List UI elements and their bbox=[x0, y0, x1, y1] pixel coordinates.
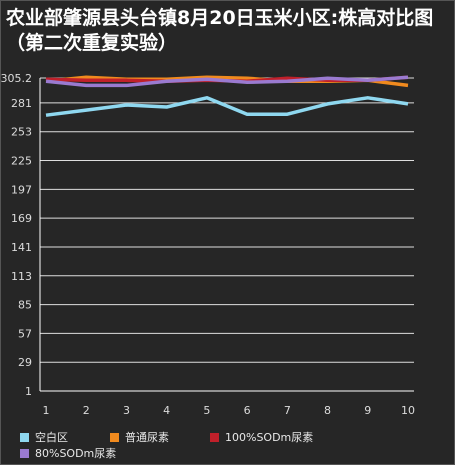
legend-item-2: 100%SODm尿素 bbox=[210, 430, 313, 445]
x-tick-label-6: 7 bbox=[284, 404, 291, 417]
legend-item-3: 80%SODm尿素 bbox=[20, 446, 116, 461]
x-tick-label-9: 10 bbox=[401, 404, 415, 417]
y-tick-label-11: 305.2 bbox=[1, 72, 33, 85]
legend-label-2: 100%SODm尿素 bbox=[225, 431, 314, 444]
legend-swatch-0 bbox=[20, 432, 29, 442]
legend-swatch-3 bbox=[20, 448, 29, 458]
series-line-3 bbox=[45, 75, 409, 88]
x-tick-label-0: 1 bbox=[43, 404, 50, 417]
y-tick-label-5: 141 bbox=[11, 241, 32, 254]
x-tick-label-7: 8 bbox=[324, 404, 331, 417]
x-tick-label-4: 5 bbox=[203, 404, 210, 417]
legend-item-0: 空白区 bbox=[20, 430, 68, 445]
y-tick-label-7: 197 bbox=[11, 183, 32, 196]
y-tick-label-6: 169 bbox=[11, 212, 32, 225]
legend-label-1: 普通尿素 bbox=[125, 431, 169, 444]
y-tick-label-4: 113 bbox=[11, 270, 32, 283]
series-line-0 bbox=[45, 96, 409, 117]
x-tick-label-5: 6 bbox=[244, 404, 251, 417]
legend-label-0: 空白区 bbox=[35, 431, 68, 444]
y-tick-label-10: 281 bbox=[11, 97, 32, 110]
y-tick-label-3: 85 bbox=[18, 299, 32, 312]
y-tick-label-1: 29 bbox=[18, 356, 32, 369]
legend-item-1: 普通尿素 bbox=[110, 430, 169, 445]
legend-swatch-2 bbox=[210, 432, 219, 442]
y-tick-label-2: 57 bbox=[18, 327, 32, 340]
legend-label-3: 80%SODm尿素 bbox=[35, 447, 117, 460]
y-tick-label-0: 1 bbox=[25, 385, 32, 398]
x-tick-label-1: 2 bbox=[83, 404, 90, 417]
y-tick-label-9: 253 bbox=[11, 126, 32, 139]
x-tick-label-3: 4 bbox=[163, 404, 170, 417]
plot-area bbox=[40, 78, 414, 391]
chart-title: 农业部肇源县头台镇8月20日玉米小区:株高对比图（第二次重复实验） bbox=[6, 7, 434, 54]
x-tick-label-8: 9 bbox=[364, 404, 371, 417]
y-tick-label-8: 225 bbox=[11, 155, 32, 168]
x-tick-label-2: 3 bbox=[123, 404, 130, 417]
legend-swatch-1 bbox=[110, 432, 119, 442]
